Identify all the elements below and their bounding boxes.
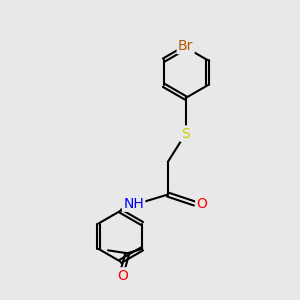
Text: O: O	[117, 268, 128, 283]
Text: NH: NH	[123, 196, 144, 211]
Text: Br: Br	[178, 39, 194, 53]
Text: S: S	[181, 127, 190, 141]
Text: O: O	[196, 196, 208, 211]
